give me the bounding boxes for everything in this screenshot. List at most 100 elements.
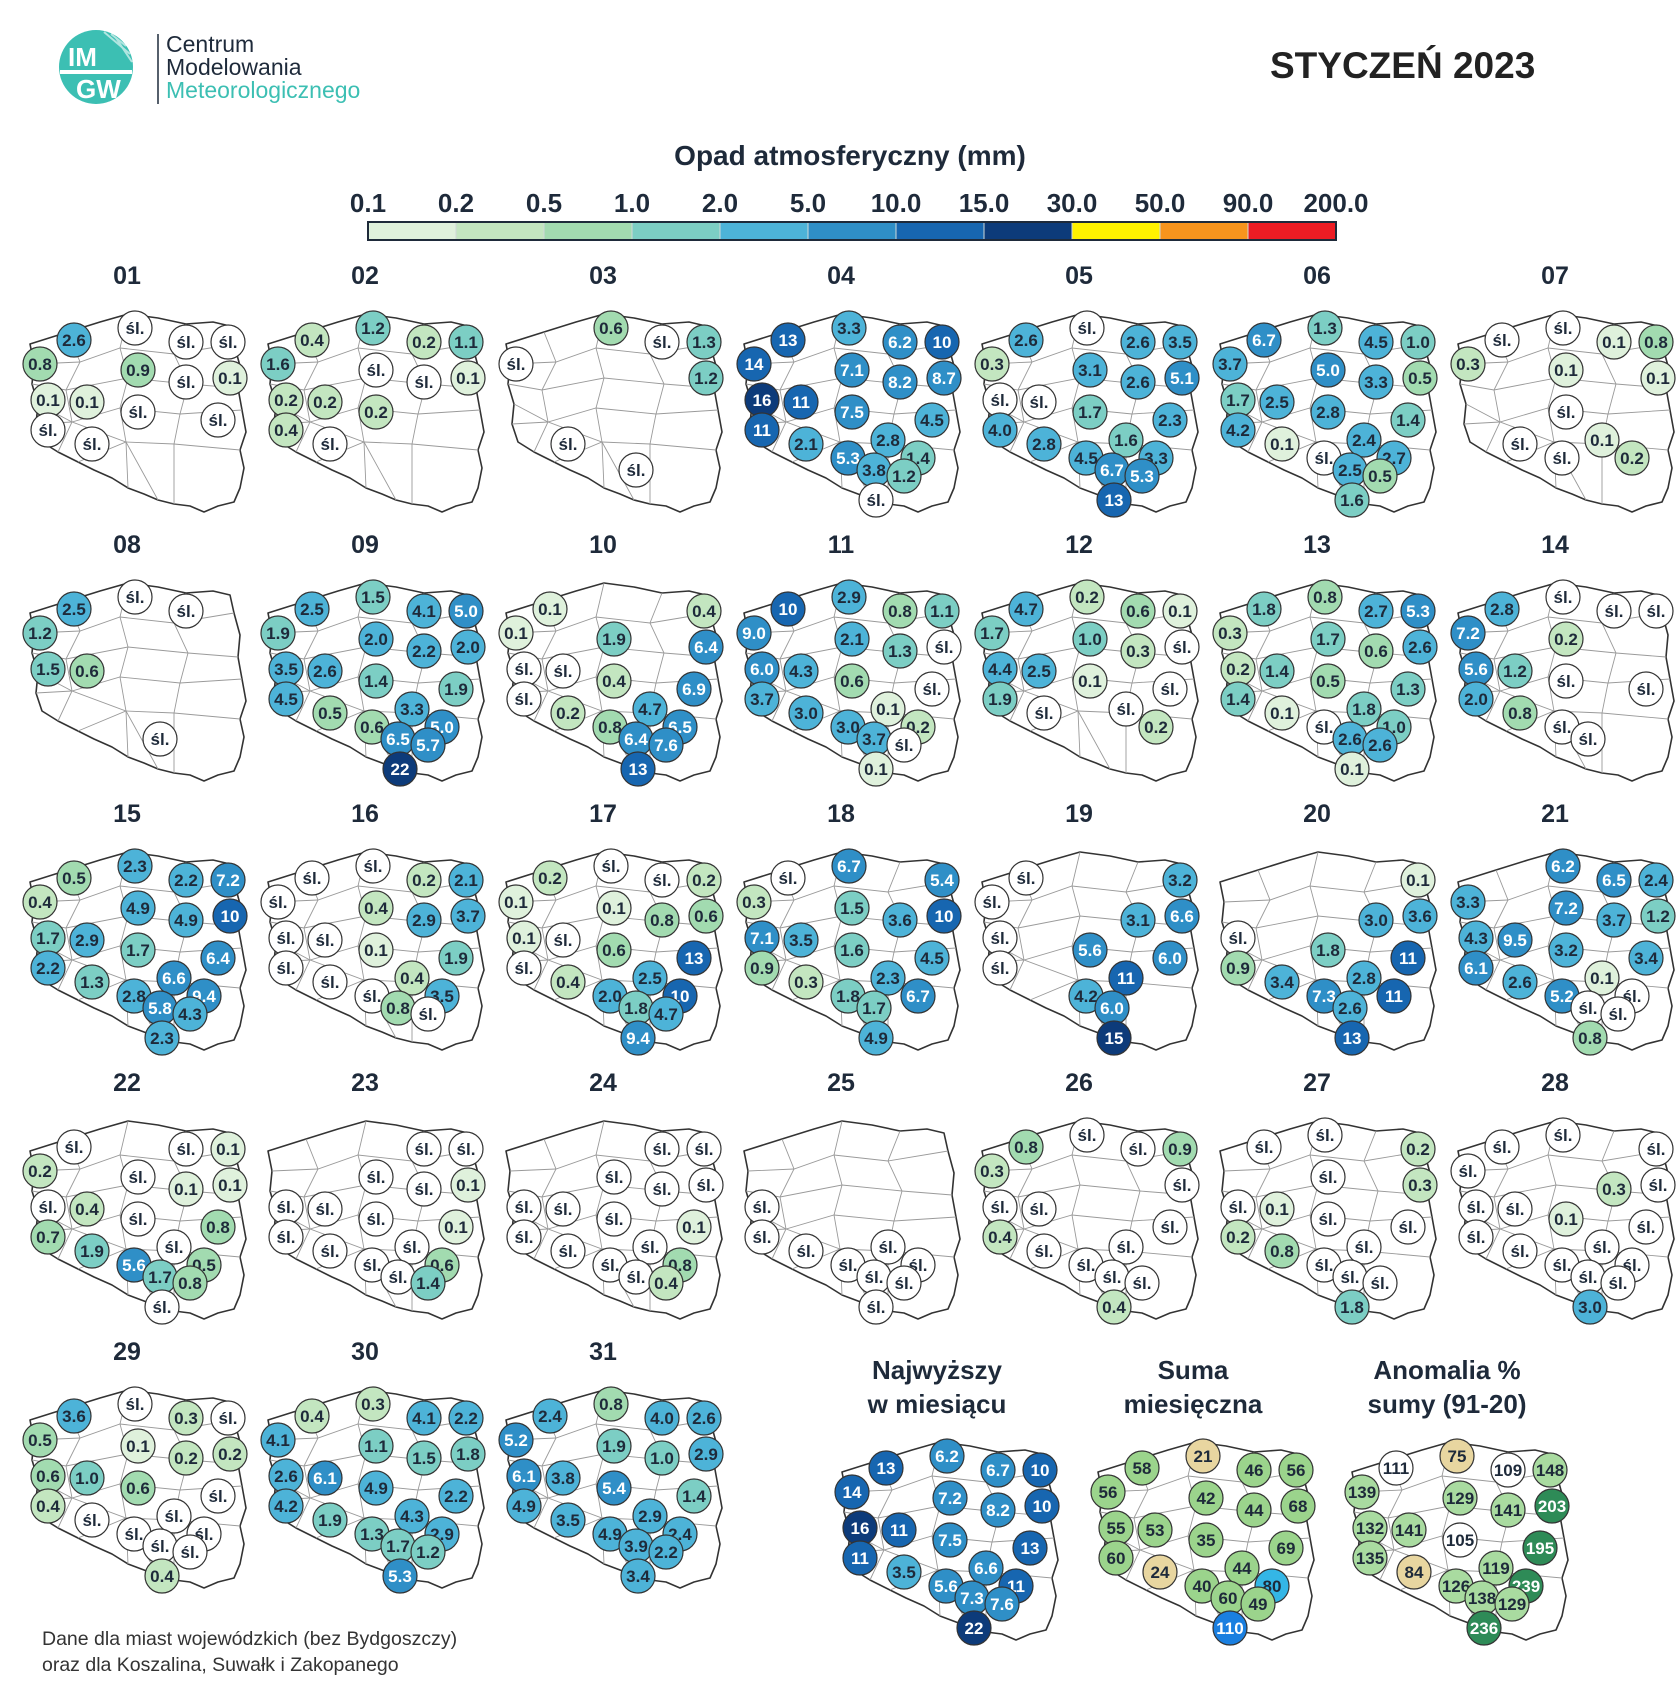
station-circle	[1236, 1492, 1272, 1528]
station-value: 21	[1194, 1447, 1213, 1466]
station-circle	[382, 751, 418, 787]
station-circle	[56, 591, 92, 627]
station-value: 2.6	[1508, 973, 1532, 992]
station-value: śl.	[1229, 1198, 1248, 1217]
station-circle	[1008, 860, 1044, 896]
map-region-border	[747, 881, 949, 903]
station-marker: śl.	[406, 364, 442, 400]
station-marker: 10	[1024, 1488, 1060, 1524]
station-circle	[406, 1131, 442, 1167]
station-marker: śl.	[406, 1131, 442, 1167]
station-marker: 3.0	[1358, 902, 1394, 938]
station-marker: 0.4	[358, 890, 394, 926]
station-marker: śl.	[1108, 691, 1144, 727]
station-value: 22	[965, 1619, 984, 1638]
station-circle	[56, 1129, 92, 1165]
station-value: śl.	[39, 421, 58, 440]
station-circle	[1246, 1129, 1282, 1165]
station-marker: 2.2	[406, 633, 442, 669]
station-circle	[968, 1550, 1004, 1586]
station-value: 2.5	[62, 600, 86, 619]
station-value: śl.	[797, 1242, 816, 1261]
station-circle	[593, 848, 629, 884]
station-circle	[834, 1474, 870, 1510]
station-marker: 3.9	[618, 1528, 654, 1564]
station-marker: 0.9	[1162, 1131, 1198, 1167]
station-circle	[596, 621, 632, 657]
station-marker: 2.8	[870, 422, 906, 458]
station-marker: śl.	[1021, 384, 1057, 420]
station-marker: 5.2	[498, 1422, 534, 1458]
station-marker: 2.0	[1458, 681, 1494, 717]
station-circle	[924, 324, 960, 360]
legend-tick-label: 10.0	[871, 188, 922, 218]
map-region-border	[751, 672, 957, 692]
station-circle	[924, 593, 960, 629]
station-circle	[1098, 1540, 1134, 1576]
station-marker: 0.3	[788, 964, 824, 1000]
station-circle	[358, 890, 394, 926]
station-circle	[1069, 1117, 1105, 1153]
station-marker: 1.2	[1497, 653, 1533, 689]
station-marker: 0.4	[294, 322, 330, 358]
station-value: 53	[1146, 1521, 1165, 1540]
station-value: śl.	[1030, 393, 1049, 412]
station-marker: 3.3	[1358, 364, 1394, 400]
station-circle	[545, 1191, 581, 1227]
station-value: 1.4	[364, 672, 388, 691]
station-circle	[858, 1020, 894, 1056]
station-marker: śl.	[1640, 1167, 1676, 1203]
station-value: 0.4	[300, 1407, 324, 1426]
station-marker: 7.6	[648, 727, 684, 763]
station-circle	[1628, 1209, 1664, 1245]
station-value: 2.6	[313, 662, 337, 681]
station-value: 3.3	[400, 700, 424, 719]
station-marker: 2.1	[788, 426, 824, 462]
station-marker: 0.2	[550, 695, 586, 731]
station-value: śl.	[125, 1525, 144, 1544]
station-value: 195	[1526, 1539, 1554, 1558]
station-circle	[1259, 384, 1295, 420]
station-value: 24	[1151, 1563, 1170, 1582]
station-marker: 1.7	[120, 932, 156, 968]
station-value: 6.7	[837, 857, 861, 876]
station-circle	[676, 671, 712, 707]
map-region-border	[751, 941, 957, 961]
station-circle	[156, 1229, 192, 1265]
station-value: śl.	[602, 857, 621, 876]
station-circle	[74, 426, 110, 462]
station-value: 6.4	[206, 949, 230, 968]
station-value: 2.2	[174, 871, 198, 890]
station-marker: śl.	[1068, 1247, 1104, 1283]
station-circle	[788, 695, 824, 731]
station-circle	[74, 1502, 110, 1538]
map-region-border	[751, 1210, 957, 1230]
station-circle	[438, 1209, 474, 1245]
station-value: śl.	[1035, 1242, 1054, 1261]
station-value: 0.3	[794, 973, 818, 992]
station-value: 1.3	[80, 973, 104, 992]
station-marker: 4.9	[592, 1516, 628, 1552]
station-value: 6.9	[682, 680, 706, 699]
station-marker: 4.3	[394, 1498, 430, 1534]
station-marker: 2.6	[56, 322, 92, 358]
station-circle	[1072, 932, 1108, 968]
station-circle	[618, 452, 654, 488]
station-value: 0.5	[1316, 672, 1340, 691]
station-value: śl.	[1493, 331, 1512, 350]
station-marker: śl.	[545, 922, 581, 958]
station-marker: 3.5	[268, 651, 304, 687]
station-marker: 138	[1464, 1580, 1500, 1616]
station-value: śl.	[277, 1198, 296, 1217]
station-circle	[686, 324, 722, 360]
station-value: 15	[1105, 1029, 1124, 1048]
station-circle	[982, 412, 1018, 448]
station-circle	[644, 902, 680, 938]
station-value: śl.	[515, 660, 534, 679]
map-region-border	[1227, 1210, 1433, 1230]
station-value: 0.2	[218, 1445, 242, 1464]
station-marker: 0.1	[1400, 862, 1436, 898]
station-marker: 2.6	[1008, 322, 1044, 358]
station-marker: 1.4	[1390, 402, 1426, 438]
station-value: 1.9	[988, 690, 1012, 709]
